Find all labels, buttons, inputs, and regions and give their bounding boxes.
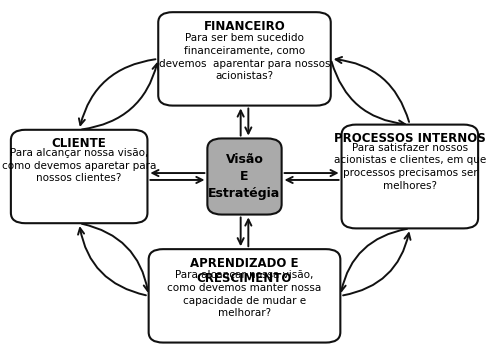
FancyBboxPatch shape [341, 125, 477, 228]
Text: PROCESSOS INTERNOS: PROCESSOS INTERNOS [333, 132, 485, 145]
Text: Para alcançar nossa visão,
como devemos manter nossa
capacidade de mudar e
melho: Para alcançar nossa visão, como devemos … [167, 270, 321, 318]
Text: Visão
E
Estratégia: Visão E Estratégia [208, 153, 280, 200]
Text: FINANCEIRO: FINANCEIRO [203, 20, 285, 33]
FancyBboxPatch shape [148, 249, 340, 342]
FancyBboxPatch shape [207, 138, 281, 215]
Text: Para satisfazer nossos
acionistas e clientes, em que
processos precisamos ser
me: Para satisfazer nossos acionistas e clie… [333, 143, 485, 191]
Text: Para alcançar nossa visão,
como devemos aparetar para
nossos clientes?: Para alcançar nossa visão, como devemos … [2, 148, 156, 184]
FancyBboxPatch shape [158, 12, 330, 106]
FancyBboxPatch shape [11, 130, 147, 223]
Text: Para ser bem sucedido
financeiramente, como
devemos  aparentar para nossos
acion: Para ser bem sucedido financeiramente, c… [159, 33, 329, 81]
Text: APRENDIZADO E
CRESCIMENTO: APRENDIZADO E CRESCIMENTO [190, 257, 298, 285]
Text: CLIENTE: CLIENTE [52, 137, 106, 150]
